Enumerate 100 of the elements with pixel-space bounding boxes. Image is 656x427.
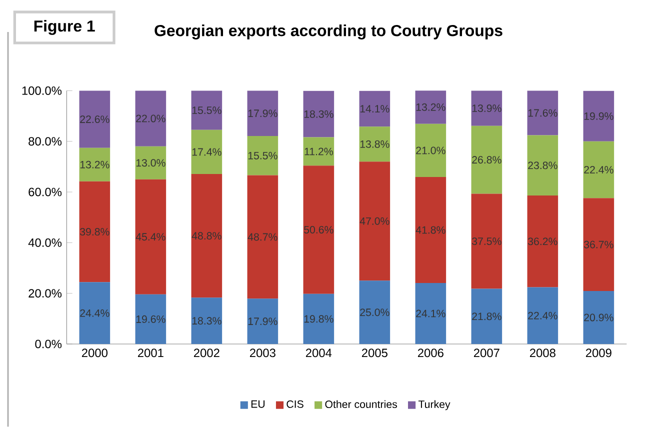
- data-label: 13.9%: [472, 104, 502, 112]
- data-label: 19.8%: [304, 315, 334, 323]
- bar: [415, 90, 446, 124]
- bar: [471, 288, 502, 344]
- bar: [359, 126, 390, 162]
- data-label: 17.9%: [248, 318, 278, 326]
- legend-label: EU: [251, 400, 265, 408]
- bar: [471, 90, 502, 126]
- x-tick-label: 2000: [82, 348, 108, 358]
- bar: [359, 280, 390, 344]
- y-tick-label: 100.0%: [22, 86, 62, 96]
- data-label: 22.4%: [584, 166, 614, 174]
- bar: [79, 182, 110, 282]
- legend-label: Turkey: [418, 400, 450, 410]
- data-label: 19.9%: [584, 112, 614, 120]
- x-tick-label: 2009: [586, 348, 612, 358]
- data-label: 21.8%: [472, 312, 502, 320]
- data-label: 15.5%: [248, 152, 278, 160]
- data-label: 13.2%: [416, 104, 446, 112]
- data-label: 36.2%: [528, 238, 558, 246]
- data-label: 37.5%: [472, 238, 502, 246]
- x-tick-label: 2004: [306, 348, 332, 358]
- y-tick-label: 20.0%: [28, 289, 62, 298]
- x-tick-label: 2006: [418, 348, 444, 358]
- data-label: 41.8%: [416, 226, 446, 234]
- x-tick-label: 2002: [194, 348, 220, 358]
- data-label: 13.0%: [136, 159, 166, 167]
- data-label: 39.8%: [80, 228, 110, 236]
- x-tick-label: 2003: [250, 348, 276, 358]
- bar: [471, 194, 502, 289]
- legend-label: CIS: [286, 400, 304, 408]
- data-label: 15.5%: [192, 106, 222, 114]
- chart-title: Georgian exports according to Coutry Groups: [154, 24, 502, 40]
- data-label: 13.2%: [80, 161, 110, 169]
- bar: [247, 136, 278, 176]
- x-tick-label: 2007: [474, 348, 500, 358]
- data-label: 18.3%: [192, 317, 222, 325]
- bar: [583, 198, 614, 292]
- y-tick-label: 80.0%: [28, 137, 62, 146]
- data-label: 17.4%: [192, 148, 222, 156]
- data-label: 20.9%: [584, 314, 614, 322]
- data-label: 17.6%: [528, 109, 558, 117]
- bar: [527, 90, 558, 136]
- data-label: 47.0%: [360, 218, 390, 226]
- data-label: 23.8%: [528, 162, 558, 170]
- bar: [135, 146, 166, 180]
- data-label: 21.0%: [416, 146, 446, 154]
- bar: [247, 90, 278, 136]
- bar: [303, 137, 334, 166]
- bar: [247, 175, 278, 299]
- bar: [191, 298, 222, 344]
- bar: [583, 142, 614, 198]
- data-label: 48.7%: [248, 233, 278, 241]
- bar: [191, 174, 222, 298]
- bar: [527, 287, 558, 344]
- y-tick-label: 40.0%: [28, 238, 62, 248]
- bar: [135, 90, 166, 147]
- data-label: 18.3%: [304, 110, 334, 118]
- data-label: 36.7%: [584, 240, 614, 248]
- bar: [135, 180, 166, 295]
- x-tick-label: 2001: [138, 348, 164, 358]
- bar: [247, 298, 278, 344]
- bar: [415, 283, 446, 344]
- bar: [583, 91, 614, 142]
- x-tick-label: 2005: [362, 348, 388, 358]
- bar: [415, 124, 446, 178]
- bar: [79, 90, 110, 148]
- data-label: 22.6%: [80, 116, 110, 124]
- bar: [527, 135, 558, 196]
- legend-label: Other countries: [325, 400, 397, 408]
- data-label: 24.1%: [416, 310, 446, 318]
- data-label: 22.0%: [136, 114, 166, 122]
- data-label: 50.6%: [304, 226, 334, 234]
- data-label: 26.8%: [472, 156, 502, 164]
- y-tick-label: 0.0%: [35, 340, 62, 348]
- data-label: 24.4%: [80, 310, 110, 317]
- bar: [359, 162, 390, 281]
- y-tick-label: 60.0%: [28, 188, 62, 196]
- bar: [415, 177, 446, 284]
- bar: [527, 196, 558, 288]
- bar: [303, 166, 334, 294]
- caption: Figure 1: [34, 20, 95, 36]
- bar: [359, 91, 390, 127]
- bar: [303, 91, 334, 138]
- data-label: 22.4%: [528, 312, 558, 320]
- bar: [79, 148, 110, 182]
- data-label: 25.0%: [360, 308, 390, 316]
- data-label: 19.6%: [136, 316, 166, 324]
- x-tick-label: 2008: [530, 348, 556, 358]
- data-label: 11.2%: [304, 148, 333, 156]
- bar: [191, 90, 222, 130]
- data-label: 14.1%: [360, 105, 390, 113]
- bar: [303, 294, 334, 344]
- bar: [583, 291, 614, 344]
- data-label: 13.8%: [360, 140, 390, 148]
- data-label: 17.9%: [248, 110, 278, 118]
- data-label: 48.8%: [192, 232, 222, 240]
- bar: [135, 294, 166, 344]
- bar: [191, 130, 222, 174]
- bar: [79, 282, 110, 344]
